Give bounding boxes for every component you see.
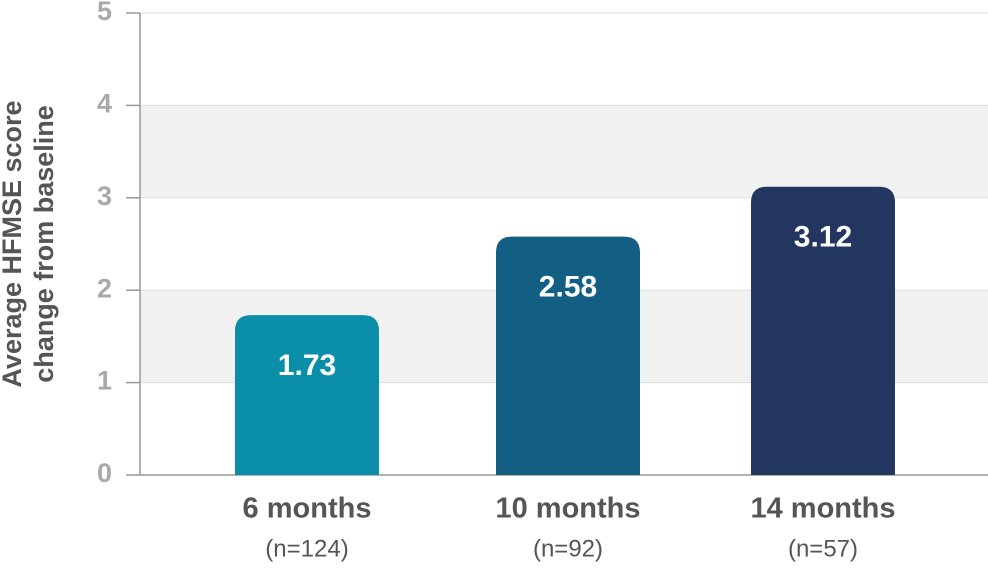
- grid-band: [140, 105, 988, 198]
- y-tick-label: 1: [97, 366, 112, 396]
- sample-size-label: (n=92): [533, 535, 603, 562]
- y-axis-label: Average HFMSE score: [0, 100, 27, 387]
- sample-size-label: (n=124): [265, 535, 348, 562]
- bar: [751, 186, 895, 475]
- y-axis-label: change from baseline: [29, 105, 59, 383]
- y-tick-label: 2: [97, 273, 112, 303]
- x-tick-label: 10 months: [495, 493, 640, 525]
- value-label: 2.58: [539, 271, 597, 304]
- y-tick-label: 3: [97, 181, 112, 211]
- y-tick-label: 0: [97, 458, 112, 488]
- bar: [496, 236, 640, 475]
- x-tick-label: 14 months: [750, 493, 895, 525]
- value-label: 3.12: [794, 221, 852, 254]
- y-tick-label: 4: [97, 89, 112, 119]
- x-tick-label: 6 months: [243, 493, 372, 525]
- y-tick-label: 5: [97, 0, 112, 26]
- value-label: 1.73: [278, 349, 336, 382]
- bar: [235, 315, 379, 475]
- sample-size-label: (n=57): [788, 535, 858, 562]
